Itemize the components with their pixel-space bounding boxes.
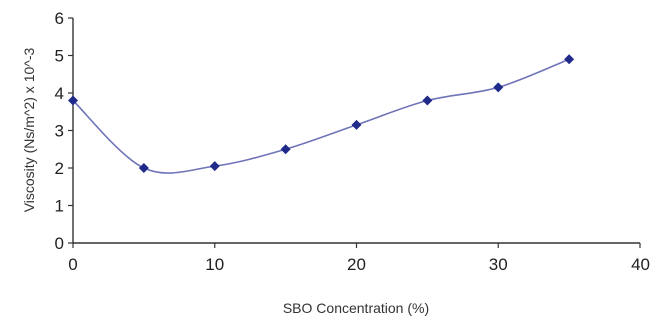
data-point-marker xyxy=(209,161,220,172)
y-tick-label: 4 xyxy=(55,84,64,103)
y-ticks: 0 1 2 3 4 5 6 xyxy=(55,9,73,253)
data-point-marker xyxy=(564,54,575,65)
x-tick-label: 20 xyxy=(347,255,366,274)
x-axis-title: SBO Concentration (%) xyxy=(283,300,429,316)
data-point-marker xyxy=(280,144,291,155)
data-point-marker xyxy=(351,119,362,130)
x-tick-label: 40 xyxy=(631,255,650,274)
axes xyxy=(72,18,640,244)
x-tick-label: 10 xyxy=(205,255,224,274)
x-ticks: 0 10 20 30 40 xyxy=(68,243,650,274)
data-point-marker xyxy=(138,163,149,173)
x-tick-label: 0 xyxy=(68,255,77,274)
y-tick-label: 2 xyxy=(55,159,64,178)
y-axis-title: Viscosity (Ns/m^2) x 10^-3 xyxy=(21,48,37,213)
data-point-marker xyxy=(68,95,78,106)
y-tick-label: 1 xyxy=(55,197,64,216)
y-tick-label: 0 xyxy=(55,234,64,253)
series-markers xyxy=(68,54,575,173)
data-point-marker xyxy=(493,82,504,93)
y-tick-label: 6 xyxy=(55,9,64,28)
x-tick-label: 30 xyxy=(489,255,508,274)
y-tick-label: 3 xyxy=(55,122,64,141)
y-tick-label: 5 xyxy=(55,47,64,66)
data-point-marker xyxy=(422,95,433,106)
series-line xyxy=(72,58,570,174)
